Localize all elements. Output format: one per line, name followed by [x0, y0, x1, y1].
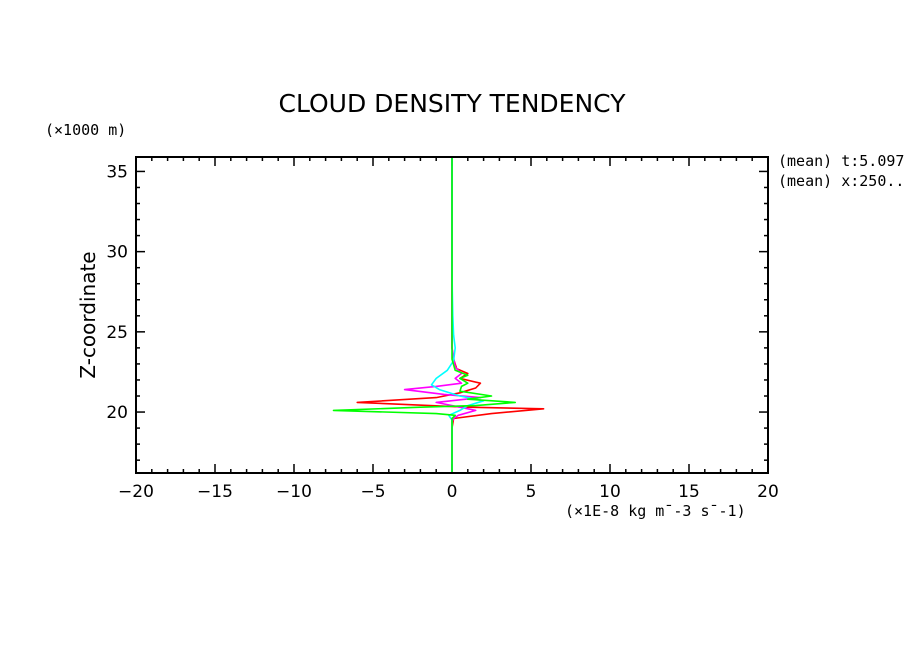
y-axis-label: Z-coordinate [76, 251, 100, 378]
x-tick-label: −5 [360, 482, 385, 502]
x-tick-label: 0 [447, 482, 458, 502]
series-group [332, 157, 545, 473]
series-line-1 [356, 157, 545, 473]
annotation-x-mean: (mean) x:250..9 [778, 172, 904, 190]
x-tick-label: 10 [599, 482, 621, 502]
x-tick-label: −20 [118, 482, 154, 502]
x-tick-label: 5 [526, 482, 537, 502]
x-tick-label: 15 [678, 482, 700, 502]
y-tick-label: 20 [106, 403, 128, 423]
y-axis-unit: (×1000 m) [45, 121, 126, 139]
series-line-3 [430, 157, 485, 473]
plot-frame [135, 156, 769, 474]
axis-ticks: −20 −15 −10 −5 0 5 10 15 20 20 25 30 35 [106, 157, 779, 502]
series-line-4 [332, 157, 517, 473]
annotation-time-mean: (mean) t:5.097 [778, 152, 904, 170]
y-tick-label: 30 [106, 243, 128, 263]
y-tick-label: 25 [106, 323, 128, 343]
x-tick-label: 20 [757, 482, 779, 502]
series-line-2 [403, 157, 482, 473]
x-tick-label: −15 [197, 482, 233, 502]
x-tick-label: −10 [276, 482, 312, 502]
chart-title: CLOUD DENSITY TENDENCY [279, 89, 627, 118]
y-tick-label: 35 [106, 162, 128, 182]
x-axis-unit: (×1E-8 kg m¯-3 s¯-1) [565, 502, 746, 520]
